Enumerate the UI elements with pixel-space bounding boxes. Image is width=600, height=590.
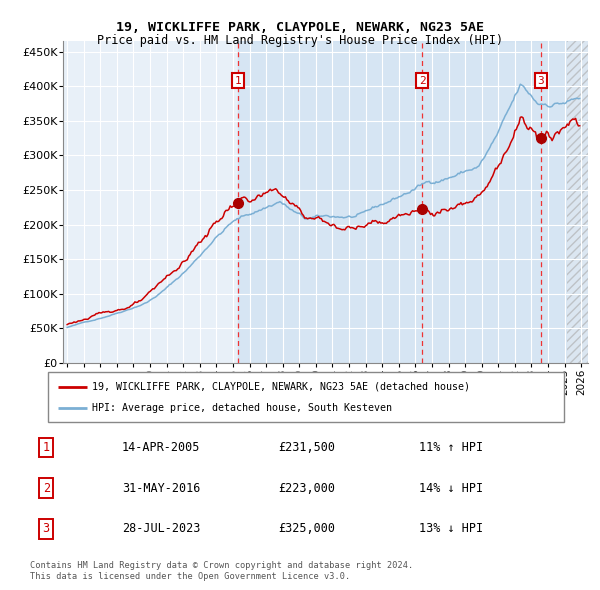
Text: 1: 1	[234, 76, 241, 86]
Bar	[565, 41, 596, 363]
Text: 13% ↓ HPI: 13% ↓ HPI	[419, 522, 483, 535]
Text: 14% ↓ HPI: 14% ↓ HPI	[419, 481, 483, 495]
Text: 2: 2	[419, 76, 425, 86]
Text: 31-MAY-2016: 31-MAY-2016	[122, 481, 200, 495]
Bar	[567, 41, 598, 363]
Text: 3: 3	[538, 76, 544, 86]
Text: This data is licensed under the Open Government Licence v3.0.: This data is licensed under the Open Gov…	[30, 572, 350, 581]
Text: Price paid vs. HM Land Registry's House Price Index (HPI): Price paid vs. HM Land Registry's House …	[97, 34, 503, 47]
Text: 19, WICKLIFFE PARK, CLAYPOLE, NEWARK, NG23 5AE (detached house): 19, WICKLIFFE PARK, CLAYPOLE, NEWARK, NG…	[92, 382, 470, 392]
Text: 28-JUL-2023: 28-JUL-2023	[122, 522, 200, 535]
Text: 19, WICKLIFFE PARK, CLAYPOLE, NEWARK, NG23 5AE: 19, WICKLIFFE PARK, CLAYPOLE, NEWARK, NG…	[116, 21, 484, 34]
Text: Contains HM Land Registry data © Crown copyright and database right 2024.: Contains HM Land Registry data © Crown c…	[30, 560, 413, 569]
Bar	[238, 41, 596, 363]
Text: 1: 1	[43, 441, 50, 454]
FancyBboxPatch shape	[48, 372, 564, 422]
Text: £223,000: £223,000	[278, 481, 335, 495]
Text: 3: 3	[43, 522, 50, 535]
Text: £231,500: £231,500	[278, 441, 335, 454]
Text: HPI: Average price, detached house, South Kesteven: HPI: Average price, detached house, Sout…	[92, 403, 392, 413]
Text: £325,000: £325,000	[278, 522, 335, 535]
Text: 11% ↑ HPI: 11% ↑ HPI	[419, 441, 483, 454]
Text: 2: 2	[43, 481, 50, 495]
Text: 14-APR-2005: 14-APR-2005	[122, 441, 200, 454]
